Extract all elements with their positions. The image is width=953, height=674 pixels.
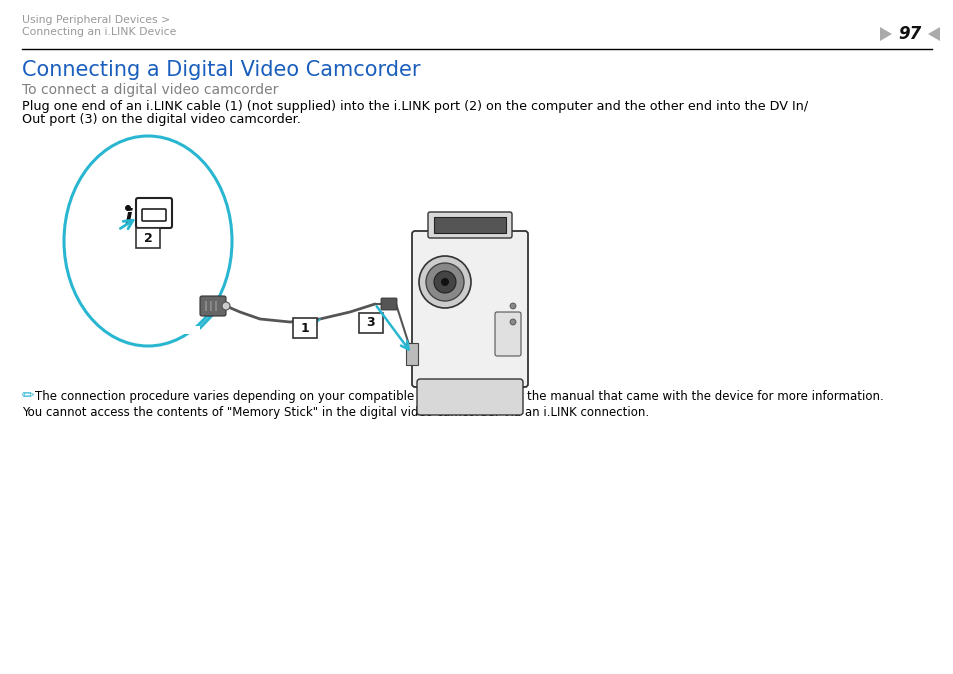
Bar [205,301,207,311]
FancyBboxPatch shape [434,217,505,233]
Polygon shape [879,27,891,41]
FancyBboxPatch shape [416,379,522,415]
Bar [210,301,212,311]
FancyBboxPatch shape [200,296,226,316]
Text: Connecting a Digital Video Camcorder: Connecting a Digital Video Camcorder [22,60,420,80]
Text: ✏: ✏ [22,388,34,403]
Text: Using Peripheral Devices >: Using Peripheral Devices > [22,15,170,25]
Text: Plug one end of an i.LINK cable (1) (not supplied) into the i.LINK port (2) on t: Plug one end of an i.LINK cable (1) (not… [22,100,807,113]
FancyBboxPatch shape [495,312,520,356]
Circle shape [510,303,516,309]
Text: You cannot access the contents of "Memory Stick" in the digital video camcorder : You cannot access the contents of "Memor… [22,406,648,419]
FancyBboxPatch shape [412,231,527,387]
Circle shape [418,256,471,308]
Text: 1: 1 [300,321,309,334]
Text: To connect a digital video camcorder: To connect a digital video camcorder [22,83,278,97]
Circle shape [125,205,131,211]
Circle shape [510,319,516,325]
Bar [214,301,216,311]
Text: 3: 3 [366,317,375,330]
FancyBboxPatch shape [406,343,417,365]
Polygon shape [927,27,939,41]
Text: Connecting an i.LINK Device: Connecting an i.LINK Device [22,27,176,37]
FancyBboxPatch shape [136,198,172,228]
FancyBboxPatch shape [428,212,512,238]
Circle shape [440,278,449,286]
Polygon shape [174,307,220,338]
Circle shape [426,263,463,301]
FancyBboxPatch shape [380,298,396,310]
Ellipse shape [64,136,232,346]
Text: The connection procedure varies depending on your compatible i.LINK device. See : The connection procedure varies dependin… [35,390,882,403]
FancyBboxPatch shape [142,209,166,221]
FancyBboxPatch shape [358,313,382,333]
FancyBboxPatch shape [136,228,160,248]
Text: Out port (3) on the digital video camcorder.: Out port (3) on the digital video camcor… [22,113,300,126]
Text: i: i [124,208,132,228]
Circle shape [434,271,456,293]
Text: 2: 2 [144,231,152,245]
FancyBboxPatch shape [293,318,316,338]
Circle shape [222,302,230,310]
Text: 97: 97 [898,25,921,43]
Polygon shape [174,326,200,334]
